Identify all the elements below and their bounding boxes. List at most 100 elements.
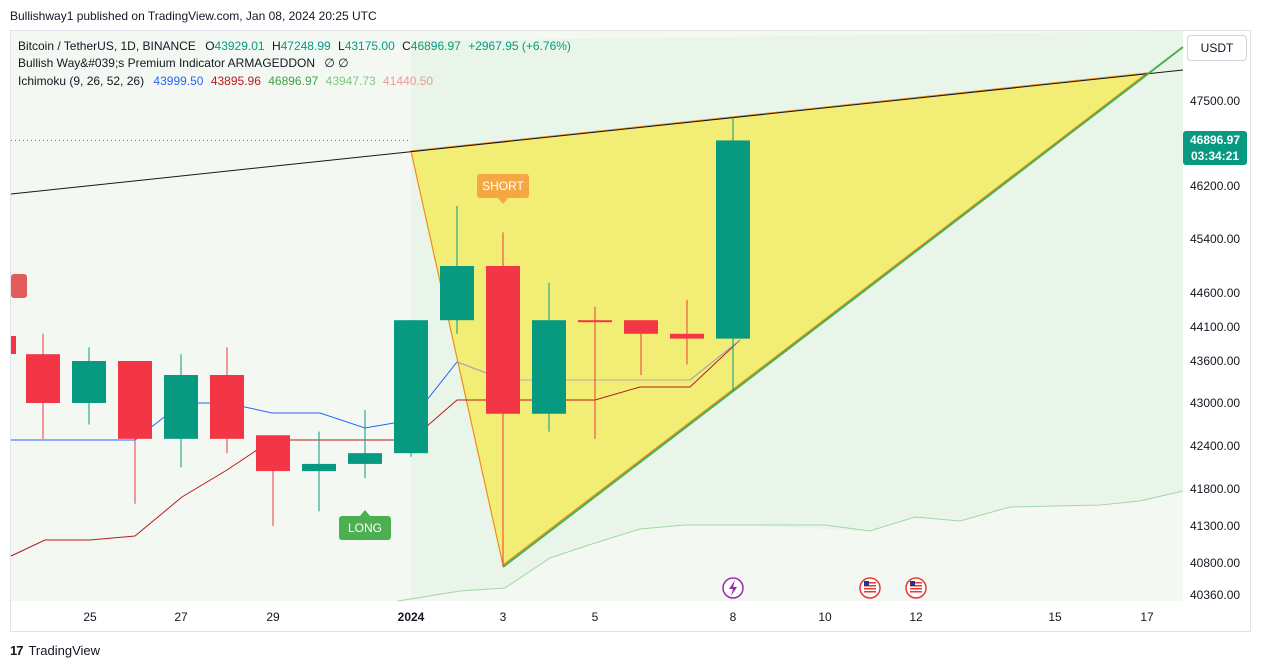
last-price-tag: 46896.97 03:34:21 — [1183, 131, 1247, 165]
change-value: +2967.95 (+6.76%) — [468, 39, 571, 53]
time-axis-background — [11, 601, 1183, 631]
x-axis-tick: 12 — [909, 610, 923, 624]
candle-body — [624, 320, 658, 334]
candle-body — [72, 361, 106, 403]
x-axis-tick: 29 — [266, 610, 280, 624]
candle-body — [164, 375, 198, 439]
y-axis-tick: 41300.00 — [1190, 519, 1240, 533]
cut-off-candle — [11, 336, 16, 354]
candle-body — [118, 361, 152, 439]
flag-stripe — [910, 585, 922, 587]
indicator-name: Bullish Way&#039;s Premium Indicator ARM… — [18, 56, 315, 70]
low-value: 43175.00 — [344, 39, 395, 53]
lightning-event-icon — [722, 577, 744, 599]
candle-body — [348, 453, 382, 464]
x-axis-tick: 2024 — [398, 610, 425, 624]
flag-stripe — [864, 585, 876, 587]
lagging-line — [456, 339, 741, 381]
flag-canton — [910, 581, 915, 586]
signal-label-text: LONG — [348, 521, 382, 535]
flag-stripe — [864, 582, 876, 584]
y-axis-tick: 42400.00 — [1190, 439, 1240, 453]
flag-stripe — [864, 588, 876, 590]
x-axis-tick: 15 — [1048, 610, 1062, 624]
x-axis-tick: 3 — [500, 610, 507, 624]
candle — [716, 117, 750, 391]
y-axis-tick: 43600.00 — [1190, 354, 1240, 368]
signal-label-box — [477, 174, 529, 198]
y-axis-tick: 47500.00 — [1190, 94, 1240, 108]
ichimoku-span-a: 43947.73 — [325, 74, 376, 88]
y-axis-tick: 46200.00 — [1190, 179, 1240, 193]
us-flag-event-icon — [905, 577, 927, 599]
x-axis-tick: 25 — [83, 610, 97, 624]
signal-label-text: SHORT — [482, 179, 524, 193]
x-axis-tick: 17 — [1140, 610, 1154, 624]
candle — [624, 320, 658, 375]
signal-label-pointer — [360, 510, 370, 516]
flag-canton — [864, 581, 869, 586]
chart-frame — [10, 30, 1251, 632]
candle-body — [210, 375, 244, 439]
short-signal-label: SHORT — [477, 174, 529, 204]
candle — [670, 299, 704, 365]
signal-label-box — [339, 516, 391, 540]
flag-stripe — [910, 582, 922, 584]
candle-body — [578, 320, 612, 323]
candle — [26, 333, 60, 439]
tradingview-logo-icon: 17 — [10, 643, 24, 658]
x-axis-tick: 5 — [592, 610, 599, 624]
candle — [256, 435, 290, 526]
symbol-name: Bitcoin / TetherUS, 1D, BINANCE — [18, 39, 196, 53]
publish-info: Bullishway1 published on TradingView.com… — [10, 9, 377, 23]
brand-name: TradingView — [28, 643, 101, 658]
candle — [486, 232, 520, 567]
support-trendline — [502, 46, 1184, 568]
indicator-legend[interactable]: Bullish Way&#039;s Premium Indicator ARM… — [18, 56, 349, 70]
kijun-line — [10, 339, 741, 557]
candle-body — [256, 435, 290, 472]
x-axis-tick: 10 — [818, 610, 832, 624]
candle-body — [532, 320, 566, 414]
lightning-glyph — [729, 580, 737, 596]
ichimoku-chikou: 46896.97 — [268, 74, 319, 88]
ichimoku-span-b: 41440.50 — [383, 74, 434, 88]
candle — [532, 282, 566, 432]
candle — [440, 205, 474, 334]
candle — [72, 347, 106, 425]
footer-brand[interactable]: 17 TradingView — [10, 643, 100, 658]
symbol-legend[interactable]: Bitcoin / TetherUS, 1D, BINANCE O43929.0… — [18, 39, 571, 53]
y-axis-tick: 41800.00 — [1190, 482, 1240, 496]
low-label: L — [338, 39, 345, 53]
cut-off-signal-label — [11, 274, 27, 298]
high-label: H — [271, 39, 281, 53]
candle-body — [440, 266, 474, 321]
triangle-pattern — [410, 72, 1150, 567]
us-flag-event-icon — [859, 577, 881, 599]
currency-unit-button[interactable]: USDT — [1187, 35, 1247, 61]
high-value: 47248.99 — [280, 39, 331, 53]
candle — [164, 354, 198, 468]
x-axis-tick: 8 — [730, 610, 737, 624]
flag-stripe — [910, 591, 922, 593]
y-axis-tick: 43000.00 — [1190, 396, 1240, 410]
candle — [118, 361, 152, 504]
signal-label-pointer — [498, 198, 508, 204]
candle — [348, 410, 382, 479]
candle-body — [26, 354, 60, 403]
ichimoku-legend[interactable]: Ichimoku (9, 26, 52, 26) 43999.50 43895.… — [18, 74, 433, 88]
ichimoku-name: Ichimoku (9, 26, 52, 26) — [18, 74, 145, 88]
y-axis-tick: 45400.00 — [1190, 232, 1240, 246]
flag-stripe — [910, 588, 922, 590]
candle-body — [670, 333, 704, 339]
candle-body — [302, 463, 336, 472]
y-axis-tick: 40360.00 — [1190, 588, 1240, 602]
candle-body — [716, 140, 750, 339]
candle-body — [394, 320, 428, 454]
candle — [210, 347, 244, 454]
close-value: 46896.97 — [410, 39, 461, 53]
y-axis-tick: 44600.00 — [1190, 286, 1240, 300]
y-axis-tick: 40800.00 — [1190, 556, 1240, 570]
last-price-value: 46896.97 — [1189, 133, 1241, 147]
